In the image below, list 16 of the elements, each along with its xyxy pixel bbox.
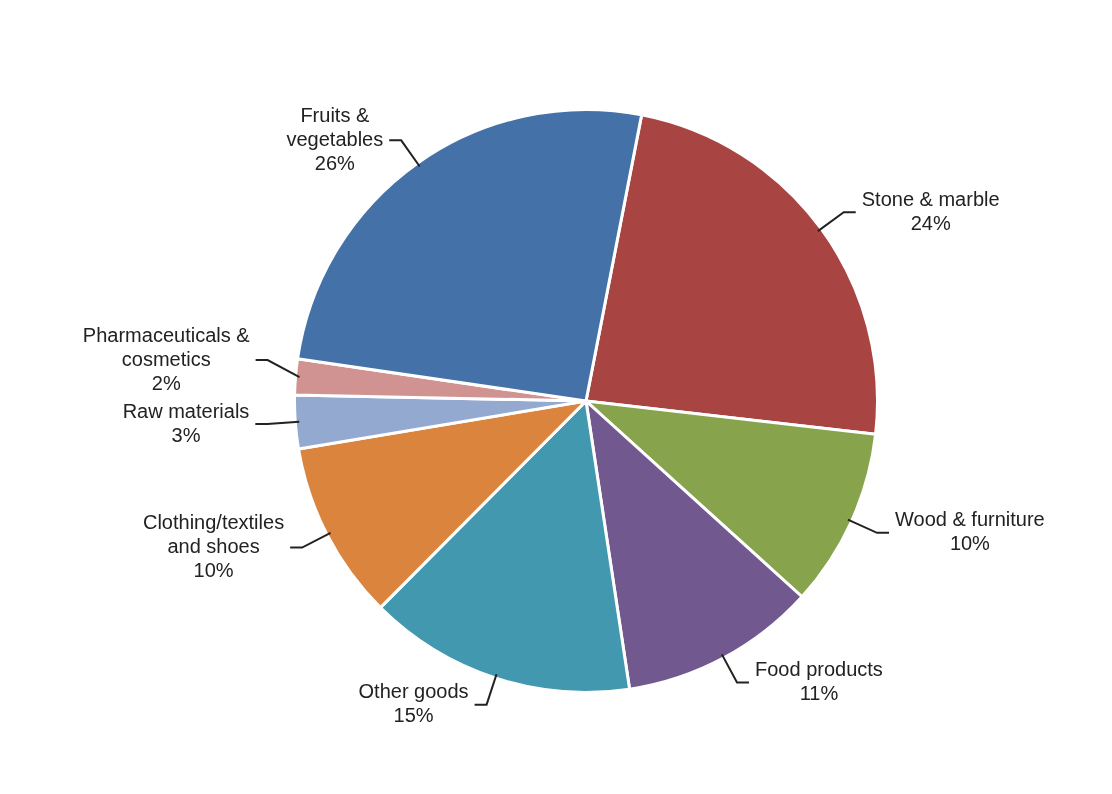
data-label: 15% [393, 704, 434, 727]
data-label: 10% [193, 559, 234, 582]
slice-label: Pharmaceuticals & cosmetics [82, 323, 251, 370]
slice-label: Food products [755, 658, 883, 681]
slice-label: Other goods [358, 680, 469, 703]
data-label: 3% [171, 423, 201, 446]
data-label: 10% [949, 532, 991, 555]
data-label: 2% [151, 371, 181, 394]
slice-label: Wood & furniture [895, 508, 1045, 531]
slice-label: Raw materials [122, 399, 250, 422]
slice-label: Fruits & vegetables [286, 103, 384, 150]
slice-label: Stone & marble [861, 187, 1000, 210]
data-label: 24% [910, 211, 951, 234]
data-label: 11% [799, 682, 839, 705]
slice-label: Clothing/textiles and shoes [142, 511, 285, 558]
data-label: 26% [314, 151, 356, 174]
